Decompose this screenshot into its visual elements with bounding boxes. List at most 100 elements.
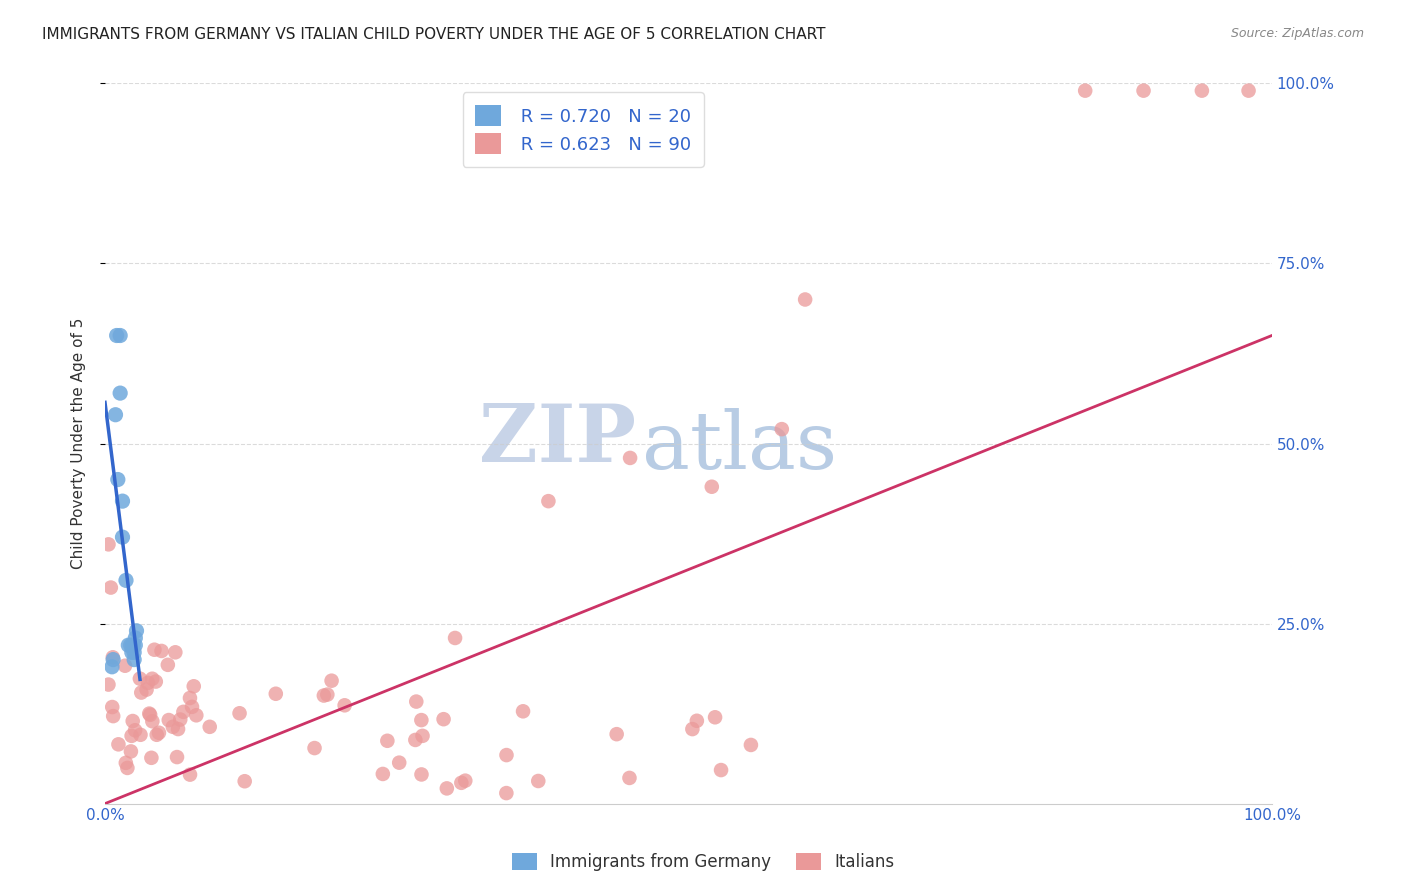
Point: [1074, 84, 1097, 98]
Point: [172, 705, 194, 719]
Point: [138, 706, 160, 721]
Point: [162, 720, 184, 734]
Point: [111, 494, 134, 508]
Point: [101, 650, 124, 665]
Text: Source: ZipAtlas.com: Source: ZipAtlas.com: [1230, 27, 1364, 40]
Point: [103, 709, 125, 723]
Point: [794, 293, 817, 307]
Point: [97, 677, 120, 691]
Point: [124, 631, 146, 645]
Point: [411, 767, 433, 781]
Point: [129, 685, 152, 699]
Point: [495, 748, 517, 763]
Point: [169, 713, 191, 727]
Point: [700, 480, 723, 494]
Point: [101, 652, 124, 666]
Point: [495, 786, 517, 800]
Point: [141, 672, 163, 686]
Point: [128, 672, 150, 686]
Point: [111, 530, 134, 544]
Point: [167, 722, 190, 736]
Point: [121, 729, 143, 743]
Point: [183, 679, 205, 693]
Point: [122, 645, 145, 659]
Point: [139, 707, 162, 722]
Point: [181, 699, 204, 714]
Point: [136, 676, 159, 690]
Point: [165, 645, 187, 659]
Point: [97, 537, 120, 551]
Point: [412, 729, 434, 743]
Point: [120, 638, 142, 652]
Point: [371, 767, 394, 781]
Point: [527, 774, 550, 789]
Point: [129, 728, 152, 742]
Point: [681, 722, 703, 736]
Point: [404, 733, 426, 747]
Point: [619, 450, 641, 465]
Point: [233, 774, 256, 789]
Point: [512, 704, 534, 718]
Point: [122, 638, 145, 652]
Point: [186, 708, 208, 723]
Point: [145, 728, 167, 742]
Point: [304, 741, 326, 756]
Point: [120, 744, 142, 758]
Point: [143, 642, 166, 657]
Point: [1191, 84, 1213, 98]
Point: [198, 720, 221, 734]
Point: [405, 695, 427, 709]
Point: [108, 386, 131, 401]
Text: IMMIGRANTS FROM GERMANY VS ITALIAN CHILD POVERTY UNDER THE AGE OF 5 CORRELATION : IMMIGRANTS FROM GERMANY VS ITALIAN CHILD…: [42, 27, 825, 42]
Point: [228, 706, 250, 721]
Point: [321, 673, 343, 688]
Point: [150, 644, 173, 658]
Point: [115, 574, 138, 588]
Point: [388, 756, 411, 770]
Point: [125, 624, 148, 638]
Point: [704, 710, 727, 724]
Point: [121, 645, 143, 659]
Text: ZIP: ZIP: [479, 401, 636, 479]
Legend: Immigrants from Germany, Italians: Immigrants from Germany, Italians: [503, 845, 903, 880]
Point: [141, 714, 163, 729]
Point: [108, 328, 131, 343]
Point: [606, 727, 628, 741]
Point: [166, 750, 188, 764]
Point: [105, 328, 128, 343]
Point: [124, 723, 146, 738]
Point: [122, 652, 145, 666]
Point: [148, 725, 170, 739]
Legend:  R = 0.720   N = 20,  R = 0.623   N = 90: R = 0.720 N = 20, R = 0.623 N = 90: [463, 93, 704, 167]
Point: [264, 687, 287, 701]
Point: [444, 631, 467, 645]
Y-axis label: Child Poverty Under the Age of 5: Child Poverty Under the Age of 5: [72, 318, 86, 569]
Point: [411, 713, 433, 727]
Point: [740, 738, 762, 752]
Point: [179, 767, 201, 781]
Point: [156, 657, 179, 672]
Point: [377, 733, 399, 747]
Point: [312, 689, 335, 703]
Point: [333, 698, 356, 713]
Point: [114, 658, 136, 673]
Point: [432, 712, 454, 726]
Point: [770, 422, 793, 436]
Point: [114, 756, 136, 770]
Point: [436, 781, 458, 796]
Point: [141, 751, 163, 765]
Point: [1237, 84, 1260, 98]
Point: [316, 688, 339, 702]
Point: [122, 638, 145, 652]
Point: [537, 494, 560, 508]
Point: [619, 771, 641, 785]
Point: [145, 674, 167, 689]
Point: [179, 691, 201, 706]
Point: [117, 761, 139, 775]
Point: [450, 776, 472, 790]
Point: [157, 713, 180, 727]
Point: [107, 737, 129, 751]
Point: [107, 473, 129, 487]
Point: [101, 660, 124, 674]
Point: [135, 682, 157, 697]
